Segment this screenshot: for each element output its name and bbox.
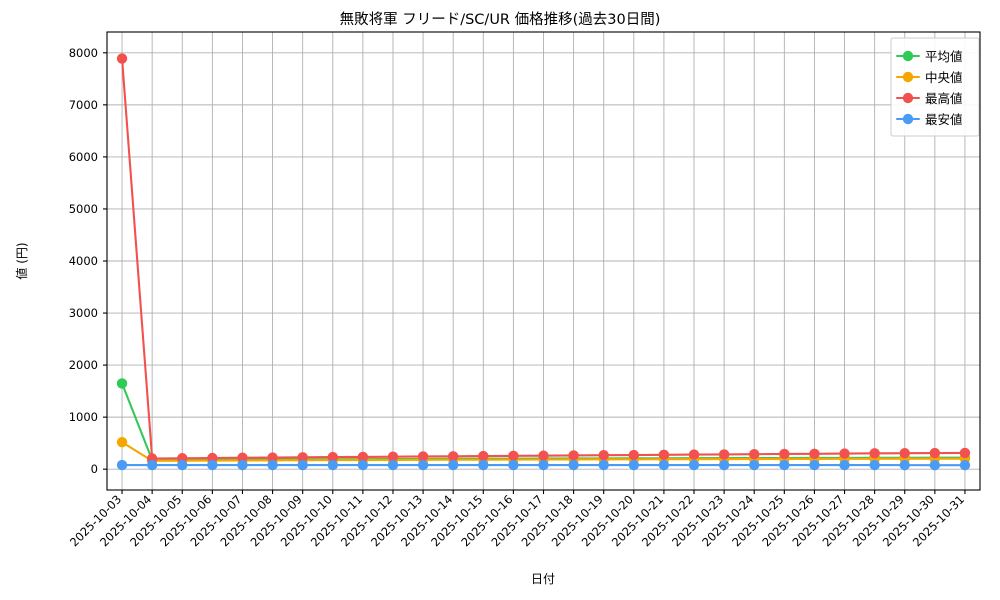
y-tick-label: 2000 [69,358,98,372]
data-point-marker [447,451,459,462]
data-point-marker [478,459,489,471]
legend-label: 中央値 [925,70,963,85]
data-point-marker [749,448,760,460]
data-point-marker [839,459,850,471]
data-point-marker [869,459,880,471]
data-point-marker [417,451,429,462]
data-point-marker [779,448,790,460]
legend-box [890,37,980,137]
data-point-marker [116,53,128,64]
data-point-marker [598,459,609,471]
data-point-marker [869,448,880,459]
data-point-marker [929,459,941,471]
data-point-marker [478,450,489,462]
data-point-marker [688,449,700,460]
legend-label: 最高値 [925,91,963,106]
y-axis-ticks: 0 1000 2000 3000 4000 5000 6000 7000 8000 [69,46,107,476]
data-point-marker [929,447,941,459]
data-point-marker [177,459,188,471]
plot-area-frame [106,31,981,491]
data-point-marker [357,451,369,463]
data-point-marker [779,459,790,471]
data-point-marker [297,452,308,463]
data-point-marker [327,451,338,463]
data-point-marker [839,448,850,459]
y-axis-label: 値 (円) [14,242,29,279]
data-point-marker [357,459,369,471]
y-tick-label: 7000 [69,98,98,112]
y-tick-label: 8000 [69,46,98,60]
data-series-group [116,53,971,471]
data-point-marker [718,449,730,460]
legend-label: 最安値 [925,112,963,127]
data-point-marker [116,378,128,389]
legend-marker-swatch [902,50,914,62]
data-point-marker [899,448,910,459]
data-point-marker [899,459,910,471]
data-point-marker [387,459,399,471]
data-point-marker [237,452,248,463]
data-point-marker [508,459,519,471]
data-point-marker [327,459,338,471]
data-point-marker [387,451,399,462]
data-point-marker [508,450,519,462]
data-point-marker [116,459,128,471]
data-point-marker [749,459,760,471]
legend-label: 平均値 [925,49,963,64]
data-point-marker [207,459,218,471]
legend-marker-swatch [902,92,914,104]
data-point-marker [688,459,700,471]
data-point-marker [658,459,670,471]
x-axis-label: 日付 [531,572,555,586]
y-tick-label: 3000 [69,306,98,320]
data-point-marker [809,448,820,459]
data-point-marker [568,450,579,461]
chart-title: 無敗将軍 フリード/SC/UR 価格推移(過去30日間) [340,11,661,28]
data-point-marker [297,459,308,471]
data-point-marker [598,450,609,461]
data-point-marker [116,436,128,448]
y-tick-label: 4000 [69,254,98,268]
data-point-marker [417,459,429,471]
series-2 [116,53,971,464]
data-point-marker [447,459,459,471]
data-point-marker [538,450,549,461]
data-point-marker [809,459,820,471]
legend-marker-swatch [902,113,914,125]
y-tick-label: 6000 [69,150,98,164]
data-point-marker [628,449,640,461]
grid-lines [107,32,980,490]
legend-marker-swatch [902,71,914,83]
data-point-marker [718,459,730,471]
data-point-marker [267,459,278,471]
data-point-marker [959,460,971,471]
y-tick-label: 5000 [69,202,98,216]
data-point-marker [959,447,971,459]
data-point-marker [267,452,278,463]
data-point-marker [237,459,248,471]
series-3 [116,459,971,471]
data-point-marker [658,449,670,461]
data-point-marker [628,459,640,471]
y-tick-label: 1000 [69,410,98,424]
data-point-marker [568,459,579,471]
data-point-marker [146,459,158,471]
data-point-marker [538,459,549,471]
y-tick-label: 0 [91,462,98,476]
